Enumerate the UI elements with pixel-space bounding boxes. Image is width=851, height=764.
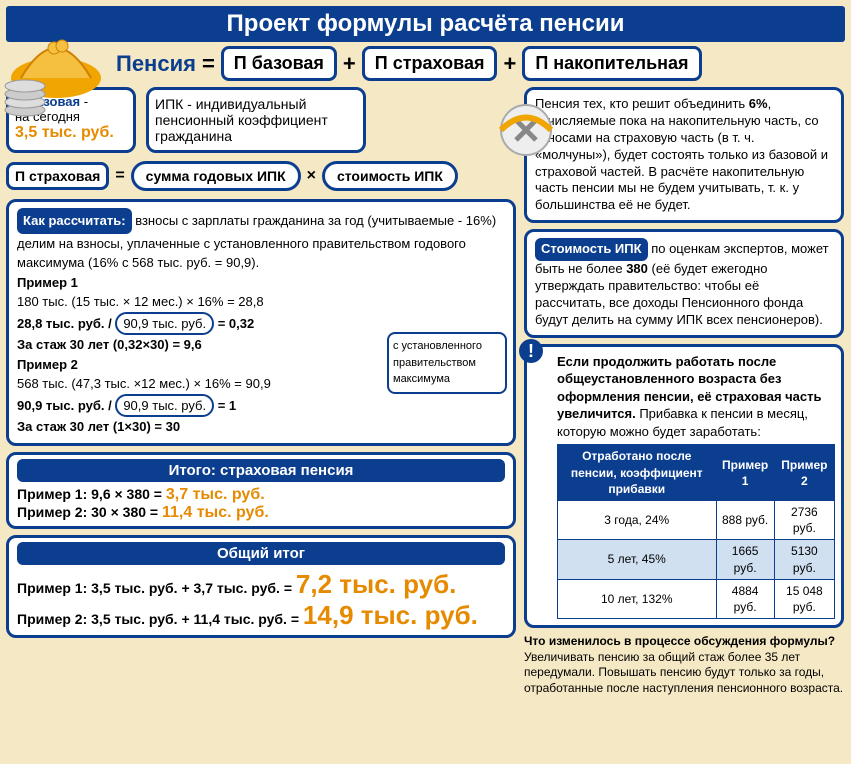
work-after-pension-notice: ! Если продолжить работать после общеуст… [524,344,844,628]
page-title: Проект формулы расчёта пенсии [6,6,845,42]
pension-label: Пенсия [116,51,196,77]
exclamation-icon: ! [519,339,543,363]
footnote: Что изменилось в процессе обсуждения фор… [524,634,844,696]
coins-icon [0,60,50,120]
bonus-table: Отработано после пенсии, коэффициент при… [557,444,835,619]
funded-term: П накопительная [522,46,701,81]
coin-x-icon [491,100,561,160]
base-term: П базовая [221,46,337,81]
insurance-term: П страховая [362,46,498,81]
infographic-page: Проект формулы расчёта пенсии Пенсия = П… [0,0,851,764]
ipk-definition: ИПК - индивидуальный пенсионный коэффици… [146,87,366,153]
insurance-formula: П страховая = сумма годовых ИПК × стоимо… [6,161,516,191]
ipk-cost-box: Стоимость ИПК по оценкам экспертов, може… [524,229,844,337]
funded-explanation: Пенсия тех, кто решит объединить 6%, отч… [524,87,844,223]
gov-max-note: с установленного правительством максимум… [387,332,507,394]
calculation-box: Как рассчитать: взносы с зарплаты гражда… [6,199,516,446]
main-formula: Пенсия = П базовая + П страховая + П нак… [116,46,845,81]
insurance-total-box: Итого: страховая пенсия Пример 1: 9,6 × … [6,452,516,529]
grand-total-box: Общий итог Пример 1: 3,5 тыс. руб. + 3,7… [6,535,516,638]
